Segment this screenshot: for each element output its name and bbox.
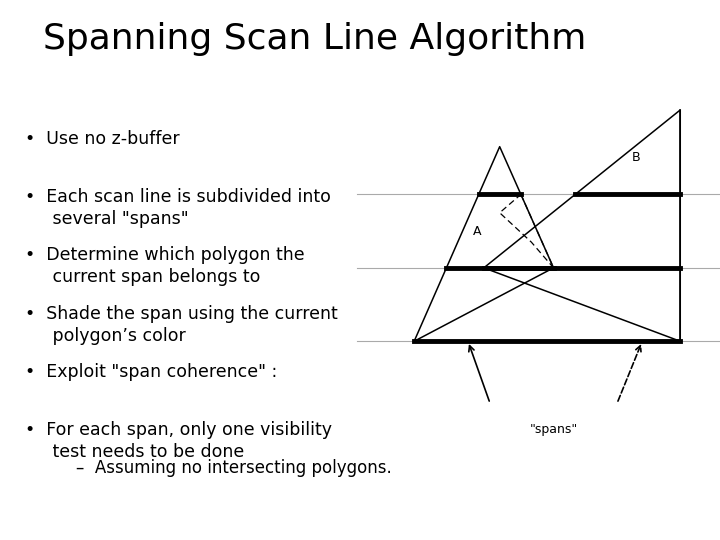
Text: •  Each scan line is subdivided into
     several "spans": • Each scan line is subdivided into seve… [25,188,331,228]
Text: A: A [473,225,482,238]
Text: Spanning Scan Line Algorithm: Spanning Scan Line Algorithm [43,22,587,56]
Text: •  Exploit "span coherence" :: • Exploit "span coherence" : [25,363,277,381]
Text: B: B [631,151,640,164]
Text: •  Use no z-buffer: • Use no z-buffer [25,130,180,147]
Text: "spans": "spans" [529,423,577,436]
Text: –  Assuming no intersecting polygons.: – Assuming no intersecting polygons. [76,459,392,477]
Text: •  For each span, only one visibility
     test needs to be done: • For each span, only one visibility tes… [25,421,332,461]
Text: •  Determine which polygon the
     current span belongs to: • Determine which polygon the current sp… [25,246,305,286]
Text: •  Shade the span using the current
     polygon’s color: • Shade the span using the current polyg… [25,305,338,345]
